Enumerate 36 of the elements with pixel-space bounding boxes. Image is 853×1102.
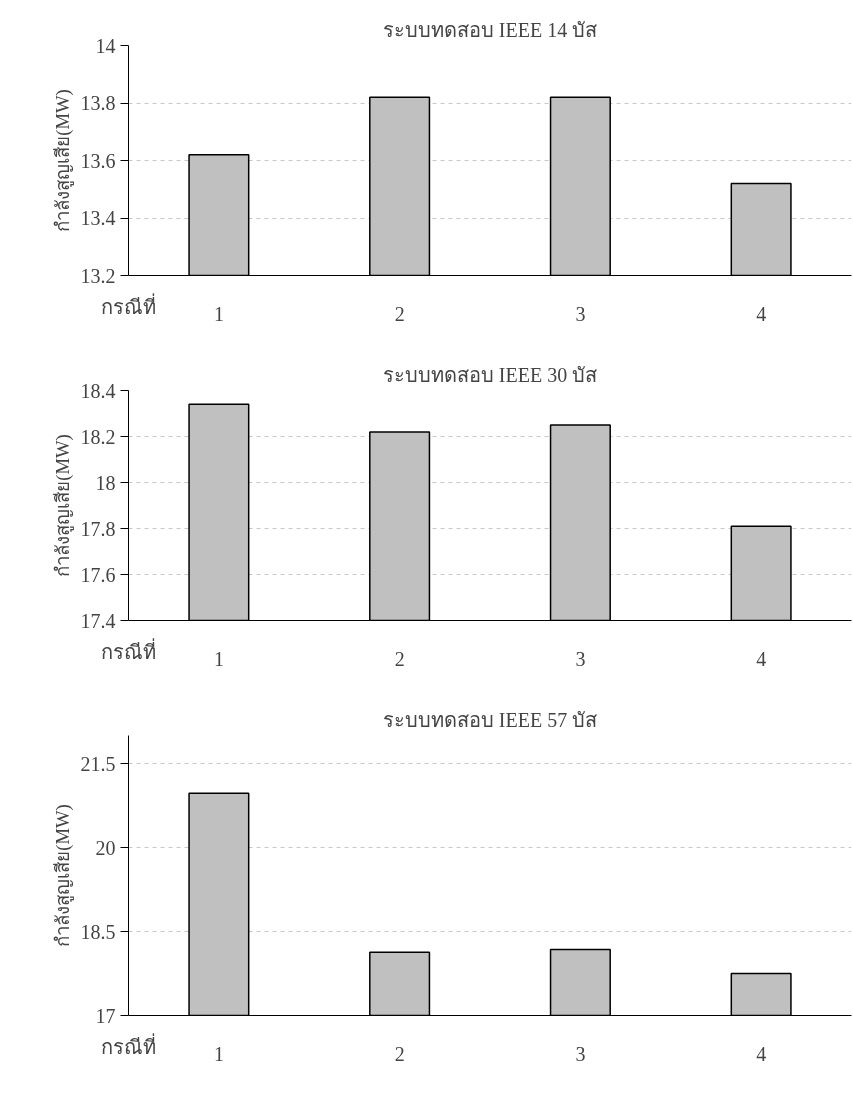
- y-axis-title: กำลังสูญเสีย(MW): [51, 804, 74, 947]
- x-tick-label: 2: [394, 302, 405, 325]
- y-tick-label: 14: [95, 34, 116, 57]
- x-axis-title: กรณีที่: [101, 292, 156, 318]
- y-axis-title: กำลังสูญเสีย(MW): [51, 89, 74, 232]
- x-axis-title: กรณีที่: [101, 637, 156, 663]
- y-tick-label: 17.6: [80, 563, 116, 586]
- x-tick-label: 2: [394, 647, 405, 670]
- y-axis-title: กำลังสูญเสีย(MW): [51, 434, 74, 577]
- y-tick-label: 17.4: [80, 609, 116, 632]
- y-tick-label: 13.6: [80, 149, 116, 172]
- y-tick-label: 18: [95, 471, 116, 494]
- x-tick-label: 3: [575, 302, 586, 325]
- x-tick-label: 4: [756, 647, 767, 670]
- x-tick-label: 4: [756, 1042, 767, 1065]
- chart-title: ระบบทดสอบ IEEE 30 บัส: [382, 363, 598, 386]
- y-tick-label: 18.2: [80, 425, 116, 448]
- x-tick-label: 3: [575, 1042, 586, 1065]
- chart-title: ระบบทดสอบ IEEE 14 บัส: [382, 18, 598, 41]
- chart-title: ระบบทดสอบ IEEE 57 บัส: [382, 708, 598, 731]
- x-axis-title: กรณีที่: [101, 1032, 156, 1058]
- y-tick-label: 13.8: [80, 92, 116, 114]
- y-tick-label: 17.8: [80, 517, 116, 540]
- x-tick-label: 2: [394, 1042, 405, 1065]
- x-tick-label: 1: [213, 302, 224, 325]
- y-tick-label: 13.2: [80, 264, 116, 287]
- y-tick-label: 17: [95, 1004, 116, 1027]
- y-tick-label: 20: [95, 836, 116, 859]
- x-tick-label: 4: [756, 302, 767, 325]
- y-tick-label: 13.4: [80, 207, 116, 229]
- x-tick-label: 1: [213, 647, 224, 670]
- y-tick-label: 18.5: [80, 920, 116, 943]
- x-tick-label: 3: [575, 647, 586, 670]
- y-tick-label: 21.5: [80, 752, 116, 775]
- x-tick-label: 1: [213, 1042, 224, 1065]
- y-tick-label: 18.4: [80, 379, 116, 402]
